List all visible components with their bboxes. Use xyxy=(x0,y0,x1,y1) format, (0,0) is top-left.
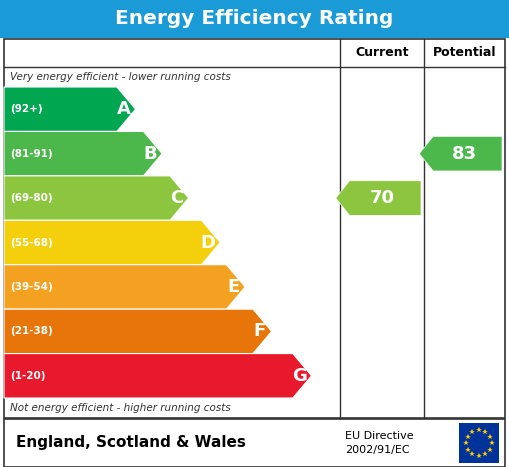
Bar xyxy=(4,419,505,467)
Text: (21-38): (21-38) xyxy=(10,326,53,336)
Text: Not energy efficient - higher running costs: Not energy efficient - higher running co… xyxy=(10,403,231,413)
Text: E: E xyxy=(227,278,239,296)
Polygon shape xyxy=(4,87,135,131)
Text: (69-80): (69-80) xyxy=(10,193,52,203)
Text: B: B xyxy=(144,145,157,163)
Text: C: C xyxy=(170,189,183,207)
Polygon shape xyxy=(419,136,502,171)
Text: Potential: Potential xyxy=(433,47,496,59)
Polygon shape xyxy=(4,220,220,265)
Text: (1-20): (1-20) xyxy=(10,371,45,381)
Polygon shape xyxy=(336,181,421,215)
Bar xyxy=(459,423,499,463)
Text: 70: 70 xyxy=(370,189,394,207)
Polygon shape xyxy=(4,354,312,398)
Bar xyxy=(0,0,509,38)
Text: F: F xyxy=(253,322,266,340)
Text: D: D xyxy=(201,234,216,252)
Text: G: G xyxy=(292,367,307,385)
Text: A: A xyxy=(117,100,130,118)
Text: 83: 83 xyxy=(451,145,476,163)
Text: England, Scotland & Wales: England, Scotland & Wales xyxy=(16,436,246,451)
Text: (55-68): (55-68) xyxy=(10,238,53,248)
Text: Energy Efficiency Rating: Energy Efficiency Rating xyxy=(116,9,393,28)
Text: EU Directive
2002/91/EC: EU Directive 2002/91/EC xyxy=(345,432,414,454)
Text: (92+): (92+) xyxy=(10,104,43,114)
Text: (81-91): (81-91) xyxy=(10,149,52,159)
Text: (39-54): (39-54) xyxy=(10,282,53,292)
Text: Current: Current xyxy=(355,47,409,59)
Polygon shape xyxy=(4,309,272,354)
Text: Very energy efficient - lower running costs: Very energy efficient - lower running co… xyxy=(10,72,231,82)
Polygon shape xyxy=(4,265,245,309)
Polygon shape xyxy=(4,176,189,220)
Bar xyxy=(4,39,505,418)
Polygon shape xyxy=(4,131,162,176)
